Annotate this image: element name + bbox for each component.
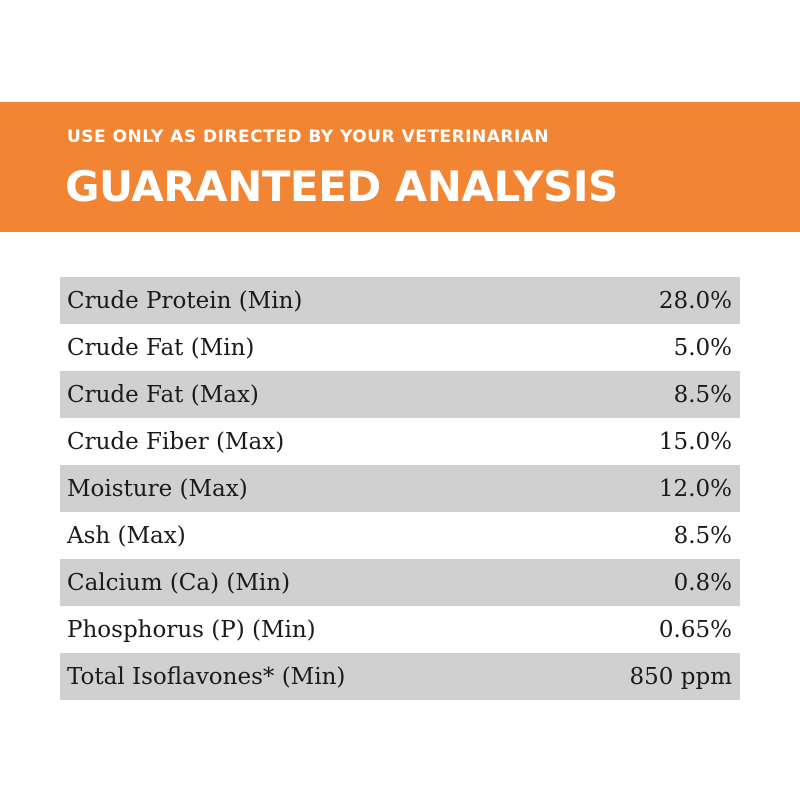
header-banner	[0, 102, 800, 232]
nutrient-name: Moisture (Max)	[67, 475, 248, 502]
nutrient-name: Ash (Max)	[67, 522, 186, 549]
nutrient-name: Crude Fiber (Max)	[67, 428, 285, 455]
nutrient-name: Phosphorus (P) (Min)	[67, 616, 316, 643]
table-row: Total Isoflavones* (Min) 850 ppm	[60, 653, 740, 700]
table-row: Crude Fat (Max) 8.5%	[60, 371, 740, 418]
nutrient-value: 8.5%	[673, 522, 732, 549]
nutrient-value: 850 ppm	[629, 663, 732, 690]
nutrient-value: 0.65%	[658, 616, 732, 643]
header-title: GUARANTEED ANALYSIS	[65, 162, 618, 211]
nutrient-value: 28.0%	[658, 287, 732, 314]
nutrient-value: 5.0%	[673, 334, 732, 361]
nutrient-name: Total Isoflavones* (Min)	[67, 663, 346, 690]
table-row: Crude Fat (Min) 5.0%	[60, 324, 740, 371]
table-row: Moisture (Max) 12.0%	[60, 465, 740, 512]
header-subtitle: USE ONLY AS DIRECTED BY YOUR VETERINARIA…	[67, 127, 550, 147]
nutrient-value: 0.8%	[673, 569, 732, 596]
nutrient-name: Calcium (Ca) (Min)	[67, 569, 291, 596]
nutrient-value: 15.0%	[658, 428, 732, 455]
table-row: Ash (Max) 8.5%	[60, 512, 740, 559]
table-row: Phosphorus (P) (Min) 0.65%	[60, 606, 740, 653]
table-row: Crude Fiber (Max) 15.0%	[60, 418, 740, 465]
nutrient-value: 12.0%	[658, 475, 732, 502]
nutrient-value: 8.5%	[673, 381, 732, 408]
guaranteed-analysis-table: Crude Protein (Min) 28.0% Crude Fat (Min…	[60, 277, 740, 700]
table-row: Crude Protein (Min) 28.0%	[60, 277, 740, 324]
nutrient-name: Crude Fat (Min)	[67, 334, 255, 361]
table-row: Calcium (Ca) (Min) 0.8%	[60, 559, 740, 606]
nutrient-name: Crude Fat (Max)	[67, 381, 259, 408]
nutrient-name: Crude Protein (Min)	[67, 287, 303, 314]
